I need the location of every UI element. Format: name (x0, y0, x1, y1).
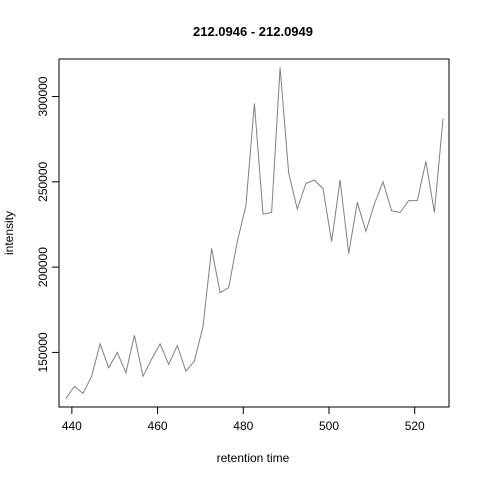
x-axis-label: retention time (217, 451, 290, 465)
y-tick-label: 200000 (36, 247, 50, 287)
y-tick-label: 150000 (36, 332, 50, 372)
chart-title: 212.0946 - 212.0949 (193, 24, 313, 39)
x-tick-label: 480 (233, 419, 253, 433)
intensity-series-line (65, 67, 444, 399)
x-tick-label: 460 (148, 419, 168, 433)
x-tick-label: 440 (62, 419, 82, 433)
x-tick-label: 500 (319, 419, 339, 433)
y-axis: 150000 200000 250000 300000 (36, 76, 60, 372)
y-tick-label: 300000 (36, 76, 50, 116)
x-tick-label: 520 (405, 419, 425, 433)
y-axis-label: intensity (2, 211, 16, 255)
x-axis: 440 460 480 500 520 (62, 406, 425, 433)
y-tick-label: 250000 (36, 161, 50, 201)
